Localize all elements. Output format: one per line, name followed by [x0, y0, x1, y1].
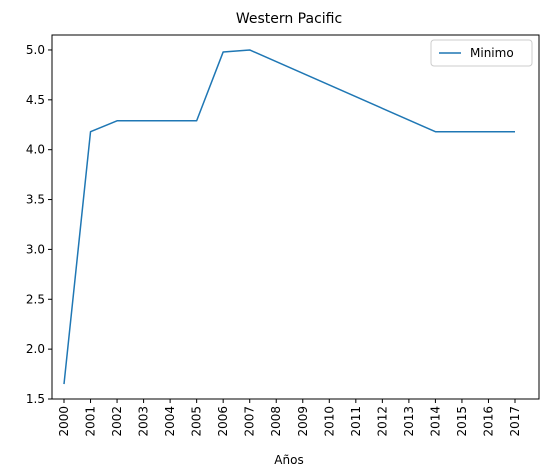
- x-tick-label: 2008: [269, 406, 283, 437]
- x-tick-label: 2000: [57, 406, 71, 437]
- chart-title: Western Pacific: [236, 11, 342, 27]
- y-tick-label: 5.0: [26, 43, 45, 57]
- plot-frame: [52, 35, 539, 399]
- x-tick-label: 2009: [296, 406, 310, 437]
- x-tick-label: 2001: [84, 406, 98, 437]
- x-tick-label: 2007: [243, 406, 257, 437]
- legend: Minimo: [431, 40, 532, 66]
- x-tick-label: 2012: [375, 406, 389, 437]
- y-tick-label: 2.0: [26, 342, 45, 356]
- x-tick-label: 2013: [402, 406, 416, 437]
- x-tick-label: 2006: [216, 406, 230, 437]
- x-axis-label: Años: [274, 453, 303, 467]
- y-tick-label: 4.0: [26, 143, 45, 157]
- y-tick-label: 3.0: [26, 242, 45, 256]
- legend-label: Minimo: [470, 46, 514, 60]
- x-tick-label: 2011: [349, 406, 363, 437]
- y-tick-label: 4.5: [26, 93, 45, 107]
- x-tick-label: 2017: [508, 406, 522, 437]
- x-tick-label: 2015: [455, 406, 469, 437]
- y-tick-label: 2.5: [26, 292, 45, 306]
- y-tick-label: 3.5: [26, 193, 45, 207]
- x-tick-label: 2016: [481, 406, 495, 437]
- x-tick-label: 2004: [163, 406, 177, 437]
- y-axis: 1.5 2.0 2.5 3.0 3.5 4.0 4.5 5.0: [26, 43, 52, 406]
- x-axis: 2000 2001 2002 2003 2004 2005 2006 2007 2008 2009…: [57, 399, 522, 437]
- series-line-0: [64, 50, 515, 384]
- x-tick-label: 2014: [428, 406, 442, 437]
- x-tick-label: 2010: [322, 406, 336, 437]
- x-tick-label: 2002: [110, 406, 124, 437]
- plot-area: [64, 50, 515, 384]
- x-tick-label: 2005: [190, 406, 204, 437]
- x-tick-label: 2003: [137, 406, 151, 437]
- y-tick-label: 1.5: [26, 392, 45, 406]
